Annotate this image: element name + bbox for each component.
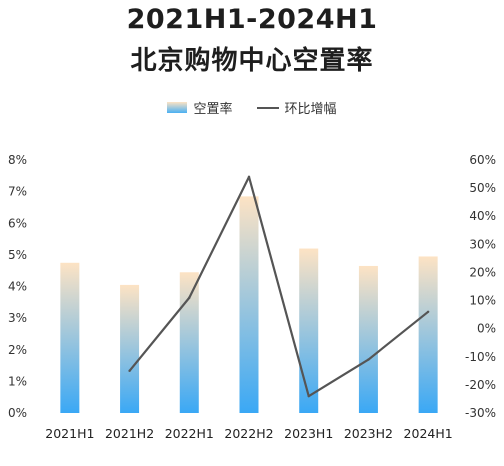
x-tick-label: 2023H2 <box>344 426 393 441</box>
right-tick-label: 20% <box>469 265 496 279</box>
right-tick-label: -10% <box>465 350 496 364</box>
legend-item-bar: 空置率 <box>167 98 233 117</box>
x-tick-label: 2024H1 <box>404 426 453 441</box>
x-tick-label: 2021H2 <box>105 426 154 441</box>
right-tick-label: 60% <box>469 153 496 167</box>
bar <box>418 256 438 413</box>
left-tick-label: 0% <box>8 406 27 420</box>
chart-title-line1: 2021H1-2024H1 <box>126 4 378 35</box>
x-axis-ticks: 2021H1 2021H2 2022H1 2022H2 2023H1 2023H2 2024… <box>45 426 452 441</box>
line-point <box>307 394 310 398</box>
left-tick-label: 5% <box>8 248 27 262</box>
left-tick-label: 6% <box>8 216 27 230</box>
x-tick-label: 2022H2 <box>224 426 273 441</box>
right-tick-label: 0% <box>477 322 496 336</box>
left-tick-label: 4% <box>8 280 27 294</box>
x-tick-label: 2022H1 <box>165 426 214 441</box>
bar <box>120 284 140 413</box>
bar <box>299 248 319 413</box>
bar <box>179 272 199 413</box>
bar <box>358 265 378 413</box>
x-tick-label: 2021H1 <box>45 426 94 441</box>
line-point <box>426 310 430 313</box>
right-tick-label: 10% <box>469 294 496 308</box>
line-point <box>188 296 191 299</box>
line-point <box>128 369 131 373</box>
left-tick-label: 7% <box>8 185 27 199</box>
right-tick-label: 40% <box>469 209 496 223</box>
legend-item-line: 环比增幅 <box>256 98 337 117</box>
right-tick-label: -30% <box>465 406 496 420</box>
legend-bar-label: 空置率 <box>193 102 233 117</box>
left-axis-ticks: 0% 1% 2% 3% 4% 5% 6% 7% 8% <box>8 153 27 420</box>
right-axis-ticks: -30% -20% -10% 0% 10% 20% 30% 40% 50% 60% <box>465 153 496 420</box>
bar <box>60 262 80 413</box>
bar-series <box>60 196 438 413</box>
line-path <box>128 175 429 398</box>
line-series <box>128 175 430 398</box>
legend-line-label: 环比增幅 <box>284 102 337 117</box>
x-tick-label: 2023H1 <box>284 426 333 441</box>
left-tick-label: 8% <box>8 153 27 167</box>
left-tick-label: 2% <box>8 343 27 357</box>
legend-bar-swatch <box>167 102 188 113</box>
right-tick-label: 50% <box>469 181 496 195</box>
left-tick-label: 3% <box>8 311 27 325</box>
legend-line-swatch <box>256 106 279 109</box>
line-point <box>247 175 251 179</box>
left-tick-label: 1% <box>8 374 27 388</box>
right-tick-label: 30% <box>469 237 496 251</box>
bar <box>239 196 259 413</box>
line-point <box>367 358 370 361</box>
chart-title-line2: 北京购物中心空置率 <box>130 46 374 76</box>
right-tick-label: -20% <box>465 378 496 392</box>
legend: 空置率 环比增幅 <box>0 98 504 117</box>
